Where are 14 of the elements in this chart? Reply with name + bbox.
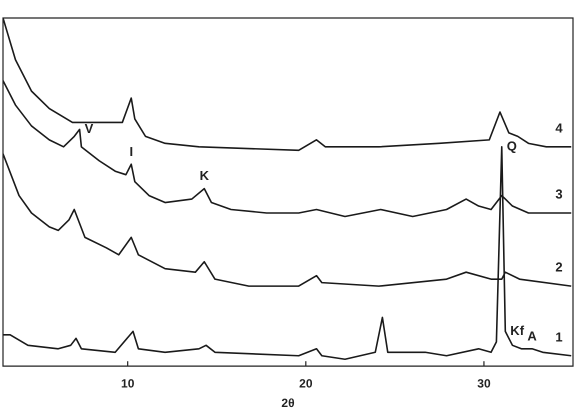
annotation: K xyxy=(200,168,210,184)
series-label: 4 xyxy=(555,120,564,136)
annotation: Q xyxy=(506,138,517,154)
series-label: 3 xyxy=(555,186,563,202)
annotation: I xyxy=(129,144,134,159)
x-tick-label: 10 xyxy=(121,376,135,391)
x-tick-label: 30 xyxy=(477,376,491,391)
series-label: 1 xyxy=(555,329,563,344)
annotation: A xyxy=(527,328,538,344)
series-label: 2 xyxy=(555,260,563,275)
x-tick-label: 20 xyxy=(299,376,313,391)
x-axis-title: 2θ xyxy=(281,396,295,410)
annotation: Kf xyxy=(510,322,525,338)
annotation: V xyxy=(84,121,94,136)
